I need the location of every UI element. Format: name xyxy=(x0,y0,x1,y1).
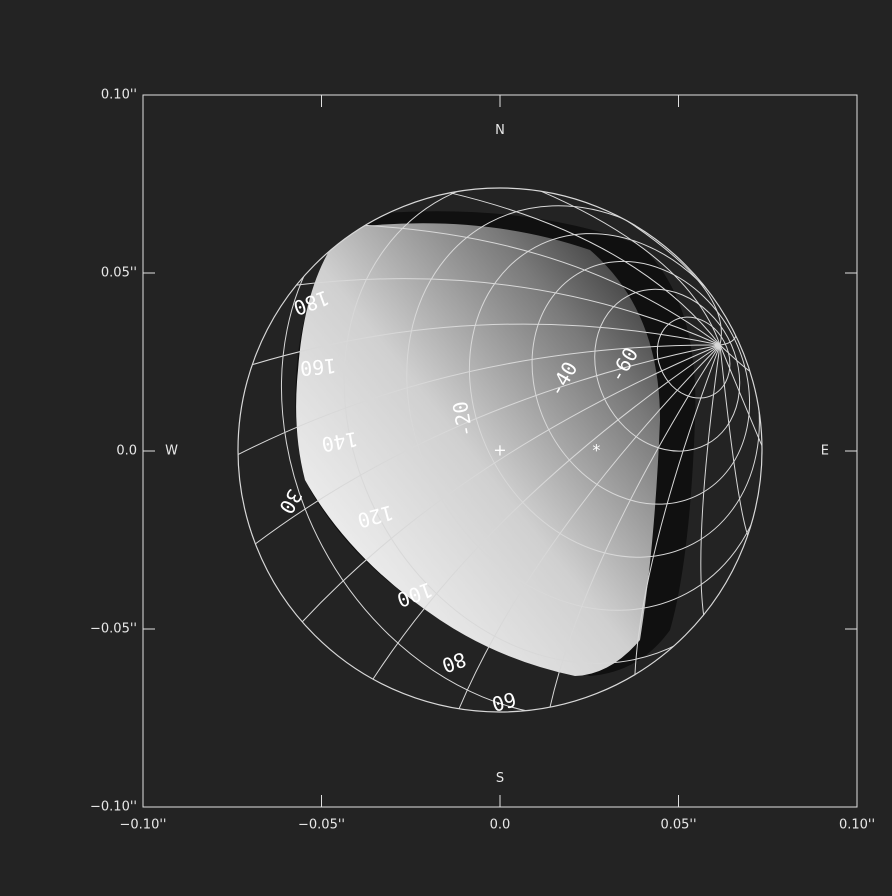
y-tick-label: 0.10'' xyxy=(101,88,137,103)
marker: + xyxy=(493,441,506,460)
chart: −0.10'' −0.05'' 0.0 0.05'' 0.10'' −0.10'' −0.0… xyxy=(0,0,892,896)
y-tick-label: −0.05'' xyxy=(90,622,137,637)
annotation: S xyxy=(496,771,504,786)
y-tick-label: −0.10'' xyxy=(90,800,137,815)
annotation: E xyxy=(821,444,829,459)
y-tick-label: 0.05'' xyxy=(101,266,137,281)
annotation: N xyxy=(495,123,505,138)
annotation: 160 xyxy=(299,354,337,381)
x-tick-label: 0.0 xyxy=(490,818,511,833)
x-tick-label: −0.10'' xyxy=(120,818,167,833)
x-tick-label: −0.05'' xyxy=(298,818,345,833)
y-tick-label: 0.0 xyxy=(116,444,137,459)
annotation: W xyxy=(165,444,178,459)
marker: * xyxy=(592,441,600,460)
x-tick-label: 0.05'' xyxy=(660,818,696,833)
x-tick-label: 0.10'' xyxy=(839,818,875,833)
